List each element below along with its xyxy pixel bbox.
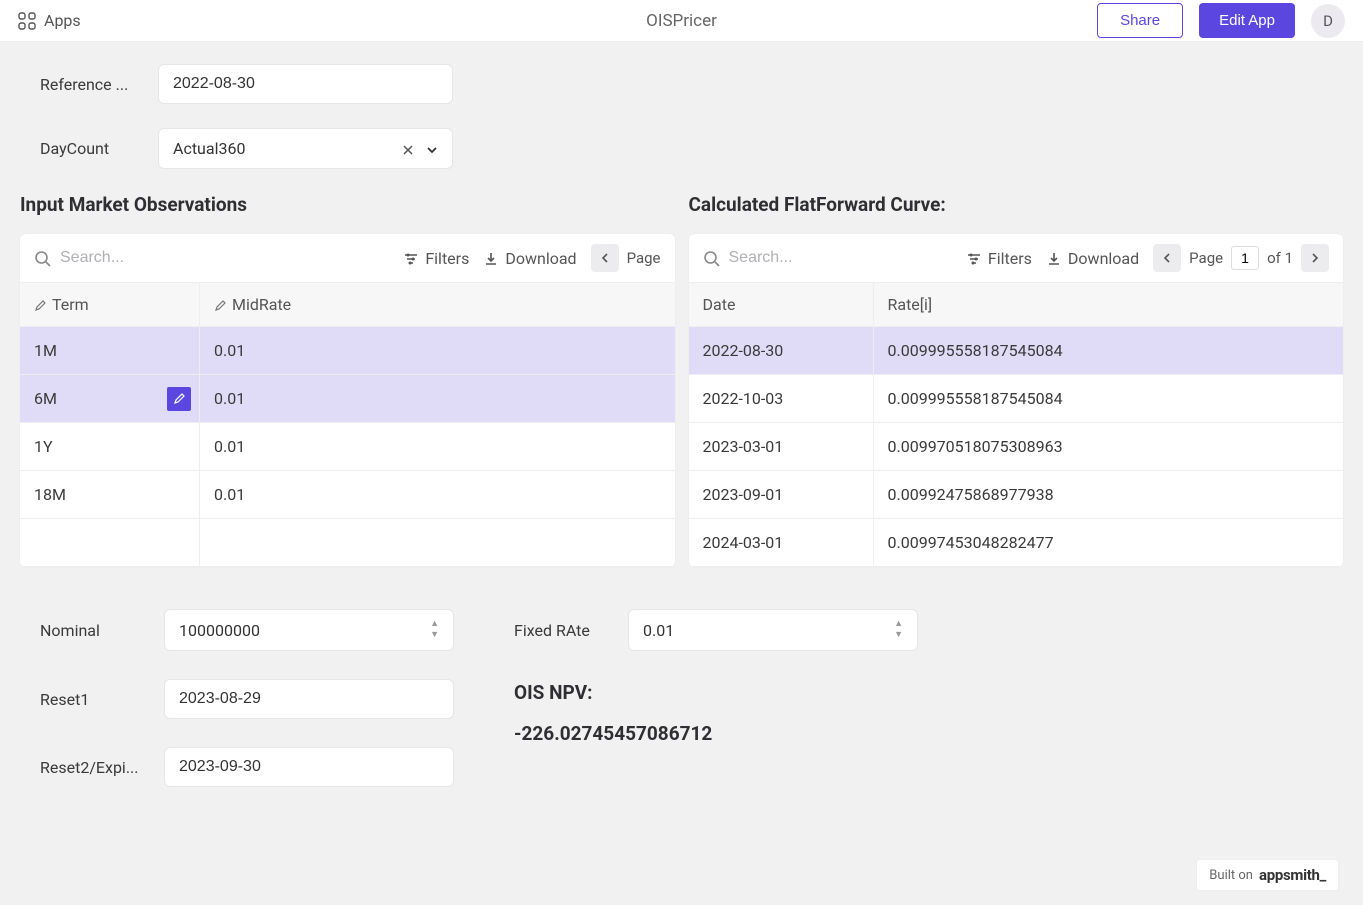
download-icon: [1046, 249, 1062, 268]
table-row[interactable]: 2023-09-010.00992475868977938: [689, 471, 1344, 519]
edit-icon[interactable]: [167, 387, 191, 411]
table-row[interactable]: 1Y0.01: [20, 423, 675, 471]
curve-filters-button[interactable]: Filters: [966, 249, 1032, 268]
curve-page-of: of 1: [1267, 249, 1293, 267]
built-on-label: Built on: [1209, 868, 1253, 883]
table-row[interactable]: 2023-03-010.009970518075308963: [689, 423, 1344, 471]
term-cell: 1M: [20, 327, 200, 374]
reset1-label: Reset1: [40, 690, 140, 709]
npv-value: -226.02745457086712: [514, 722, 918, 745]
term-cell: 1Y: [20, 423, 200, 470]
market-search[interactable]: [34, 248, 389, 268]
rate-cell: 0.00997453048282477: [874, 519, 1344, 566]
quantity-stepper[interactable]: ▲▼: [894, 620, 903, 640]
pencil-icon: [214, 295, 226, 314]
quantity-stepper[interactable]: ▲▼: [430, 620, 439, 640]
fixed-rate-input[interactable]: 0.01 ▲▼: [628, 609, 918, 651]
date-cell: 2024-03-01: [689, 519, 874, 566]
table-row[interactable]: 2024-03-010.00997453048282477: [689, 519, 1344, 567]
midrate-cell: 0.01: [200, 471, 675, 518]
curve-col-date[interactable]: Date: [689, 283, 874, 326]
table-row[interactable]: 6M0.01: [20, 375, 675, 423]
curve-title: Calculated FlatForward Curve:: [689, 193, 1344, 216]
reset2-label: Reset2/Expi...: [40, 758, 140, 777]
apps-label: Apps: [44, 11, 81, 30]
market-col-term[interactable]: Term: [20, 283, 200, 326]
brand-label: appsmith_: [1259, 866, 1326, 884]
avatar[interactable]: D: [1311, 4, 1345, 38]
page-title: OISPricer: [646, 11, 717, 31]
table-row: [20, 519, 675, 567]
rate-cell: 0.009995558187545084: [874, 375, 1344, 422]
curve-col-rate[interactable]: Rate[i]: [874, 283, 1344, 326]
market-col-midrate[interactable]: MidRate: [200, 283, 675, 326]
top-bar: Apps OISPricer Share Edit App D: [0, 0, 1363, 42]
nominal-value: 100000000: [179, 621, 260, 640]
footer-badge[interactable]: Built on appsmith_: [1196, 859, 1339, 891]
rate-cell: 0.00992475868977938: [874, 471, 1344, 518]
apps-icon: [18, 12, 36, 30]
daycount-value: Actual360: [173, 139, 245, 158]
term-cell: 18M: [20, 471, 200, 518]
reference-label: Reference ...: [40, 75, 140, 94]
fixed-rate-value: 0.01: [643, 621, 674, 640]
nominal-label: Nominal: [40, 621, 140, 640]
nominal-input[interactable]: 100000000 ▲▼: [164, 609, 454, 651]
reset2-input[interactable]: [164, 747, 454, 787]
chevron-down-icon[interactable]: [426, 139, 438, 158]
table-row[interactable]: 18M0.01: [20, 471, 675, 519]
share-button[interactable]: Share: [1097, 3, 1183, 38]
midrate-cell: 0.01: [200, 423, 675, 470]
search-icon: [34, 248, 52, 268]
market-download-button[interactable]: Download: [483, 249, 576, 268]
curve-next-page[interactable]: [1301, 244, 1329, 272]
apps-link[interactable]: Apps: [18, 11, 81, 30]
curve-download-button[interactable]: Download: [1046, 249, 1139, 268]
curve-search[interactable]: [703, 248, 952, 268]
date-cell: 2022-08-30: [689, 327, 874, 374]
search-icon: [703, 248, 721, 268]
date-cell: 2023-09-01: [689, 471, 874, 518]
table-row[interactable]: 1M0.01: [20, 327, 675, 375]
date-cell: 2023-03-01: [689, 423, 874, 470]
market-observations-panel: Input Market Observations Filters Downlo…: [20, 193, 675, 567]
curve-search-input[interactable]: [729, 249, 952, 267]
market-search-input[interactable]: [60, 249, 389, 267]
curve-prev-page[interactable]: [1153, 244, 1181, 272]
market-filters-button[interactable]: Filters: [403, 249, 469, 268]
midrate-cell: 0.01: [200, 327, 675, 374]
midrate-cell: 0.01: [200, 375, 675, 422]
reset1-input[interactable]: [164, 679, 454, 719]
table-row[interactable]: 2022-08-300.009995558187545084: [689, 327, 1344, 375]
clear-icon[interactable]: [402, 139, 414, 158]
term-cell: 6M: [20, 375, 200, 422]
npv-title: OIS NPV:: [514, 681, 918, 704]
filters-icon: [966, 249, 982, 268]
edit-app-button[interactable]: Edit App: [1199, 3, 1295, 38]
daycount-label: DayCount: [40, 139, 140, 158]
curve-panel: Calculated FlatForward Curve: Filters Do…: [689, 193, 1344, 567]
curve-page-input[interactable]: [1231, 246, 1259, 270]
download-icon: [483, 249, 499, 268]
market-prev-page[interactable]: [591, 244, 619, 272]
market-page-label: Page: [627, 249, 661, 267]
reference-input[interactable]: [158, 64, 453, 104]
rate-cell: 0.009995558187545084: [874, 327, 1344, 374]
market-title: Input Market Observations: [20, 193, 675, 216]
curve-page-label: Page: [1189, 249, 1223, 267]
daycount-select[interactable]: Actual360: [158, 128, 453, 169]
date-cell: 2022-10-03: [689, 375, 874, 422]
rate-cell: 0.009970518075308963: [874, 423, 1344, 470]
pencil-icon: [34, 295, 46, 314]
fixed-rate-label: Fixed RAte: [514, 621, 604, 640]
table-row[interactable]: 2022-10-030.009995558187545084: [689, 375, 1344, 423]
filters-icon: [403, 249, 419, 268]
